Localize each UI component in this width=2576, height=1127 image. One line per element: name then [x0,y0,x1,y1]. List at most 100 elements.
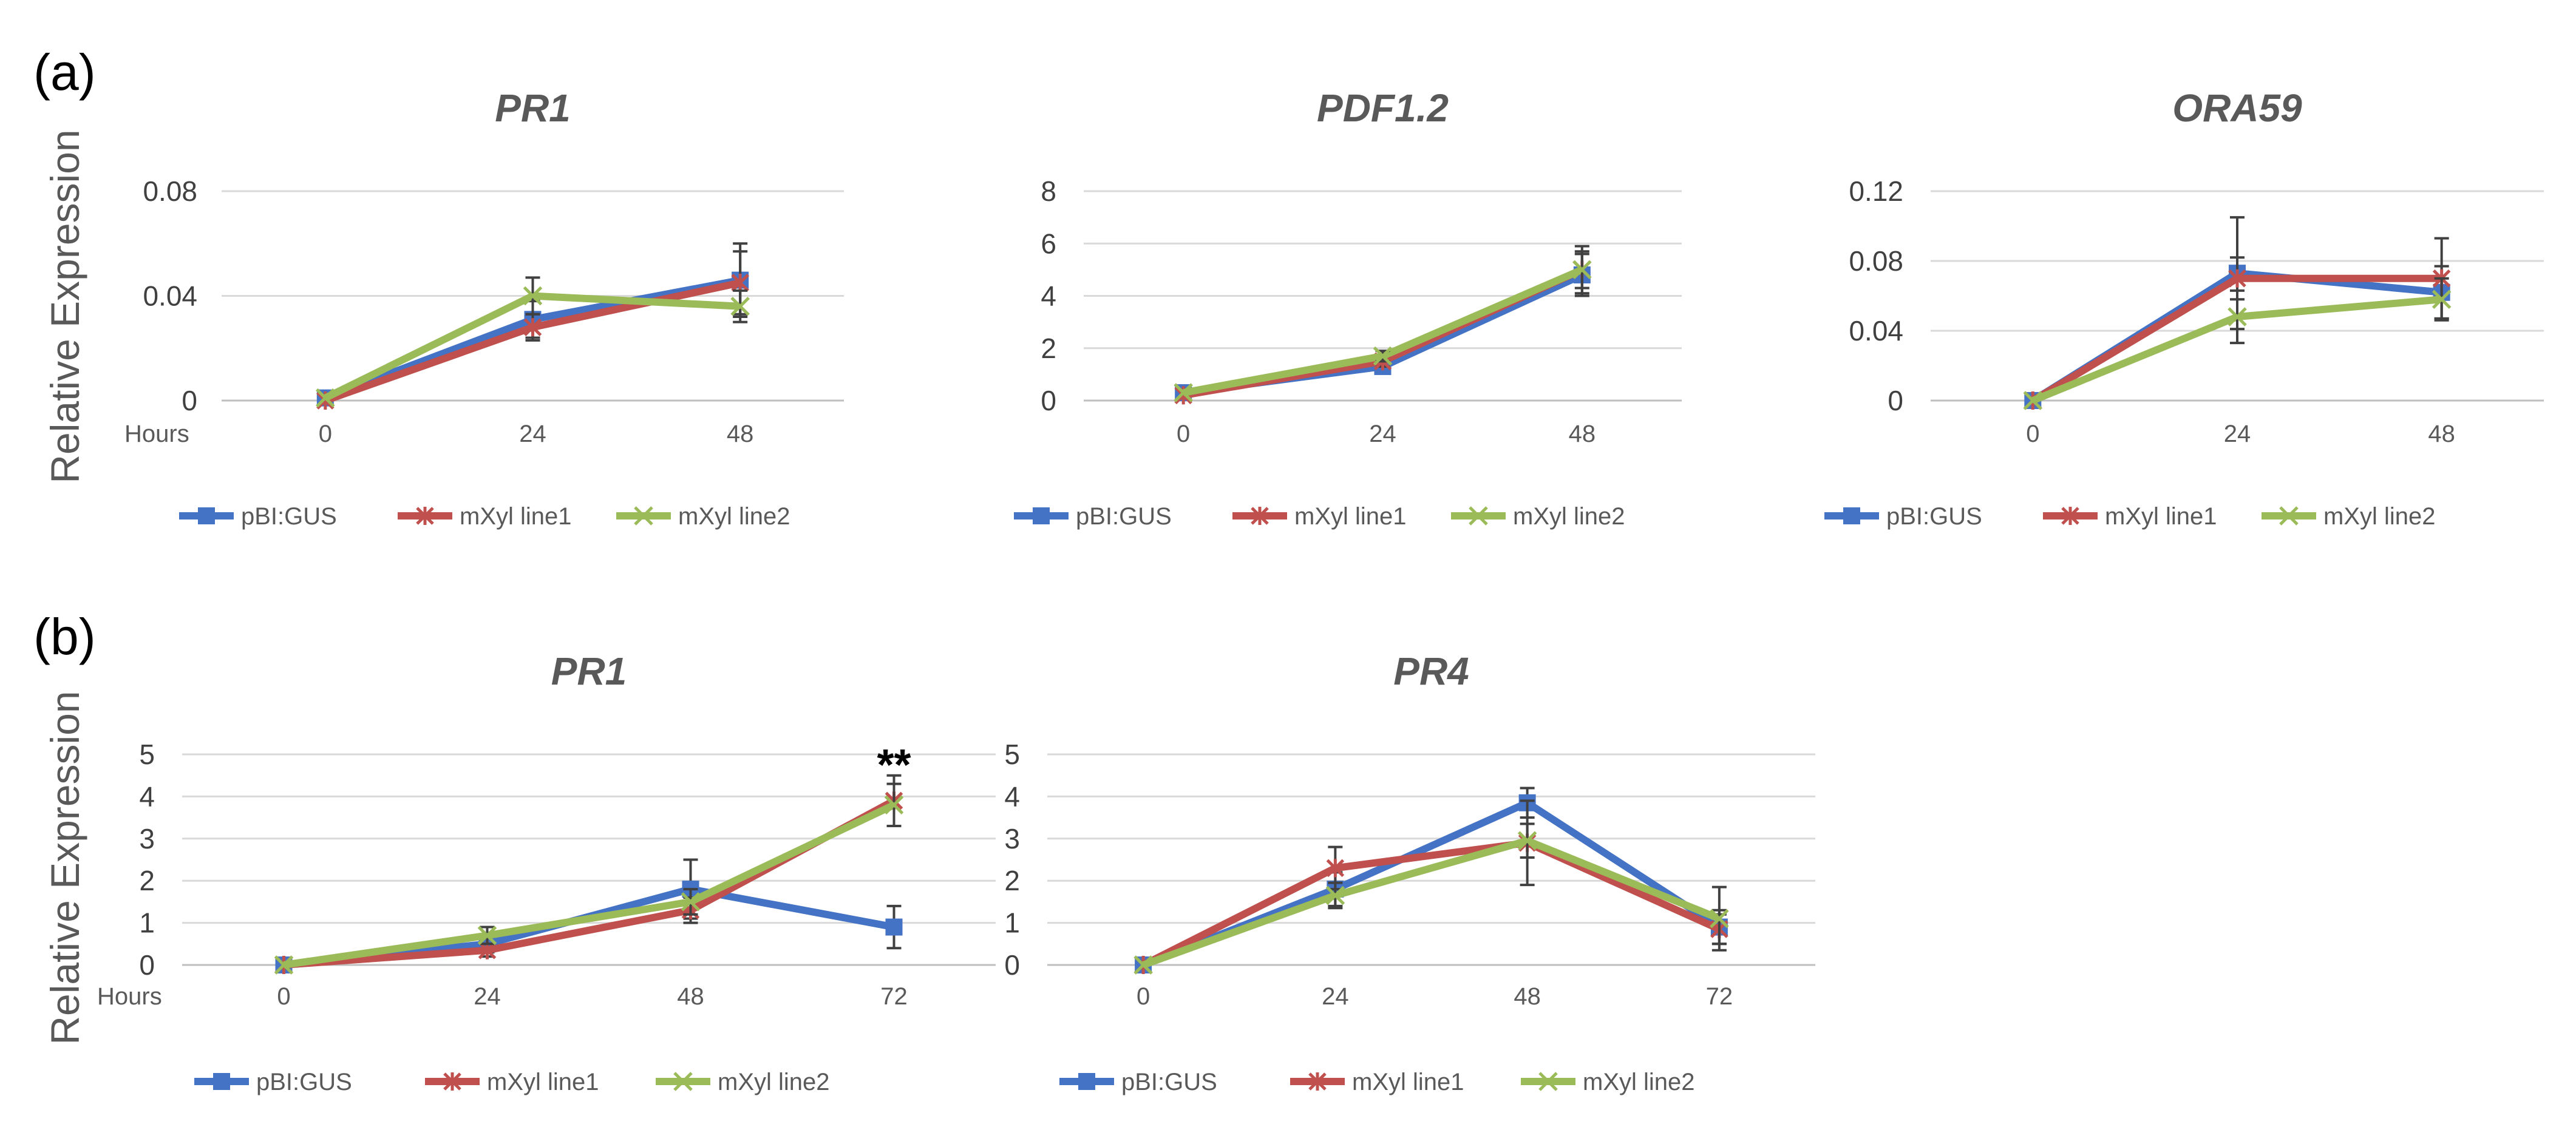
legend-label: mXyl line2 [1583,1069,1695,1095]
data-point [884,795,904,815]
x-tick-label: 0 [277,983,290,1010]
x-tick-label: 48 [727,421,754,447]
x-tick-label: 24 [2224,421,2251,447]
x-tick-label: 24 [519,421,546,447]
y-tick-label: 0 [1888,385,1903,416]
data-point [477,926,497,946]
y-tick-label: 2 [1004,865,1020,896]
legend: pBI:GUS mXyl line1 mXyl line2 [194,1069,830,1095]
x-axis-label: Hours [124,421,189,447]
series-mxyl-line1 [274,774,903,974]
y-tick-label: 0 [1041,385,1056,416]
legend-marker [198,507,215,524]
legend-label: mXyl line1 [2105,503,2217,530]
data-point [2023,391,2043,410]
data-point [1133,955,1153,975]
legend-label: mXyl line2 [678,503,790,530]
legend-label: pBI:GUS [256,1069,352,1095]
legend-marker [2279,506,2299,526]
legend-item: mXyl line1 [425,1069,599,1095]
x-tick-label: 48 [1514,983,1541,1010]
legend-item: mXyl line1 [1290,1069,1464,1095]
x-tick-label: 72 [880,983,908,1010]
x-tick-label: 0 [1137,983,1150,1010]
data-point [2228,269,2246,288]
y-tick-label: 1 [139,907,155,939]
legend-item: pBI:GUS [194,1069,352,1095]
data-point [1174,383,1193,402]
legend: pBI:GUS mXyl line1 mXyl line2 [179,503,790,530]
panel-label-b: (b) [33,608,96,665]
chart-title: PR4 [1393,649,1469,693]
legend: pBI:GUS mXyl line1 mXyl line2 [1059,1069,1695,1095]
legend-label: mXyl line1 [487,1069,599,1095]
data-point [885,918,903,936]
chart-3: ORA59 0 0.04 0.08 0.12 0 24 48 pBI:GUS mXyl line1… [1824,86,2544,530]
data-point [1325,885,1345,905]
y-tick-label: 0.04 [1849,315,1903,347]
y-tick-label: 4 [1004,780,1020,812]
legend-label: mXyl line1 [1294,503,1407,530]
x-tick-label: 48 [677,983,704,1010]
y-tick-label: 2 [139,865,155,896]
legend-label: mXyl line2 [1513,503,1625,530]
y-tick-label: 0.08 [143,175,197,207]
y-tick-label: 0.12 [1849,175,1903,207]
data-point [1373,346,1393,366]
data-point [1710,909,1729,929]
legend-item: mXyl line2 [656,1069,830,1095]
legend-label: pBI:GUS [1076,503,1172,530]
y-tick-label: 4 [139,780,155,812]
x-tick-label: 72 [1706,983,1733,1010]
series-mxyl-line2 [2023,277,2452,410]
chart-1: PR1 0 0.04 0.08 0 24 48 Hours pBI:GUS mXyl line1 m… [124,86,844,530]
y-tick-label: 2 [1041,333,1056,364]
legend-marker [1251,507,1269,525]
x-tick-label: 24 [474,983,501,1010]
data-point [1326,859,1345,878]
legend-marker [1033,507,1050,524]
legend-marker [2061,507,2079,525]
legend-label: pBI:GUS [1121,1069,1217,1095]
legend-marker [1538,1072,1558,1091]
legend-item: pBI:GUS [1059,1069,1217,1095]
legend-item: mXyl line1 [1232,503,1407,530]
y-tick-label: 0 [182,385,197,416]
legend-item: mXyl line2 [2262,503,2436,530]
legend: pBI:GUS mXyl line1 mXyl line2 [1014,503,1625,530]
x-tick-label: 24 [1322,983,1349,1010]
data-point [2432,289,2452,310]
y-tick-label: 1 [1004,907,1020,939]
data-point [2228,307,2247,327]
legend-item: pBI:GUS [179,503,337,530]
row-b-y-axis-label: Relative Expression [42,691,87,1044]
series-line [1183,266,1584,399]
x-tick-label: 24 [1369,421,1396,447]
legend: pBI:GUS mXyl line1 mXyl line2 [1824,503,2436,530]
legend-marker [1078,1073,1095,1090]
legend-item: mXyl line2 [1521,1069,1695,1095]
row-a-y-axis-label: Relative Expression [42,129,87,483]
data-point [1517,831,1537,851]
legend-marker [443,1072,461,1091]
legend-marker [1843,507,1860,524]
data-point [523,286,543,306]
legend-marker [416,507,434,525]
legend-marker [1308,1072,1327,1091]
legend-label: mXyl line2 [718,1069,830,1095]
x-axis-label: Hours [97,983,162,1010]
y-tick-label: 5 [139,739,155,770]
chart-title: ORA59 [2172,86,2302,130]
significance-annotation: ** [877,741,911,790]
legend-item: mXyl line1 [398,503,572,530]
series-mxyl-line2 [274,782,904,975]
chart-4: PR1 0 1 2 3 4 5 0 24 48 72 Hours ** pBI:GUS mXyl line1… [97,649,996,1095]
legend-marker [213,1073,230,1090]
series-mxyl-line2 [1133,822,1729,975]
y-tick-label: 0 [1004,949,1020,981]
x-tick-label: 0 [1177,421,1190,447]
legend-label: pBI:GUS [241,503,337,530]
